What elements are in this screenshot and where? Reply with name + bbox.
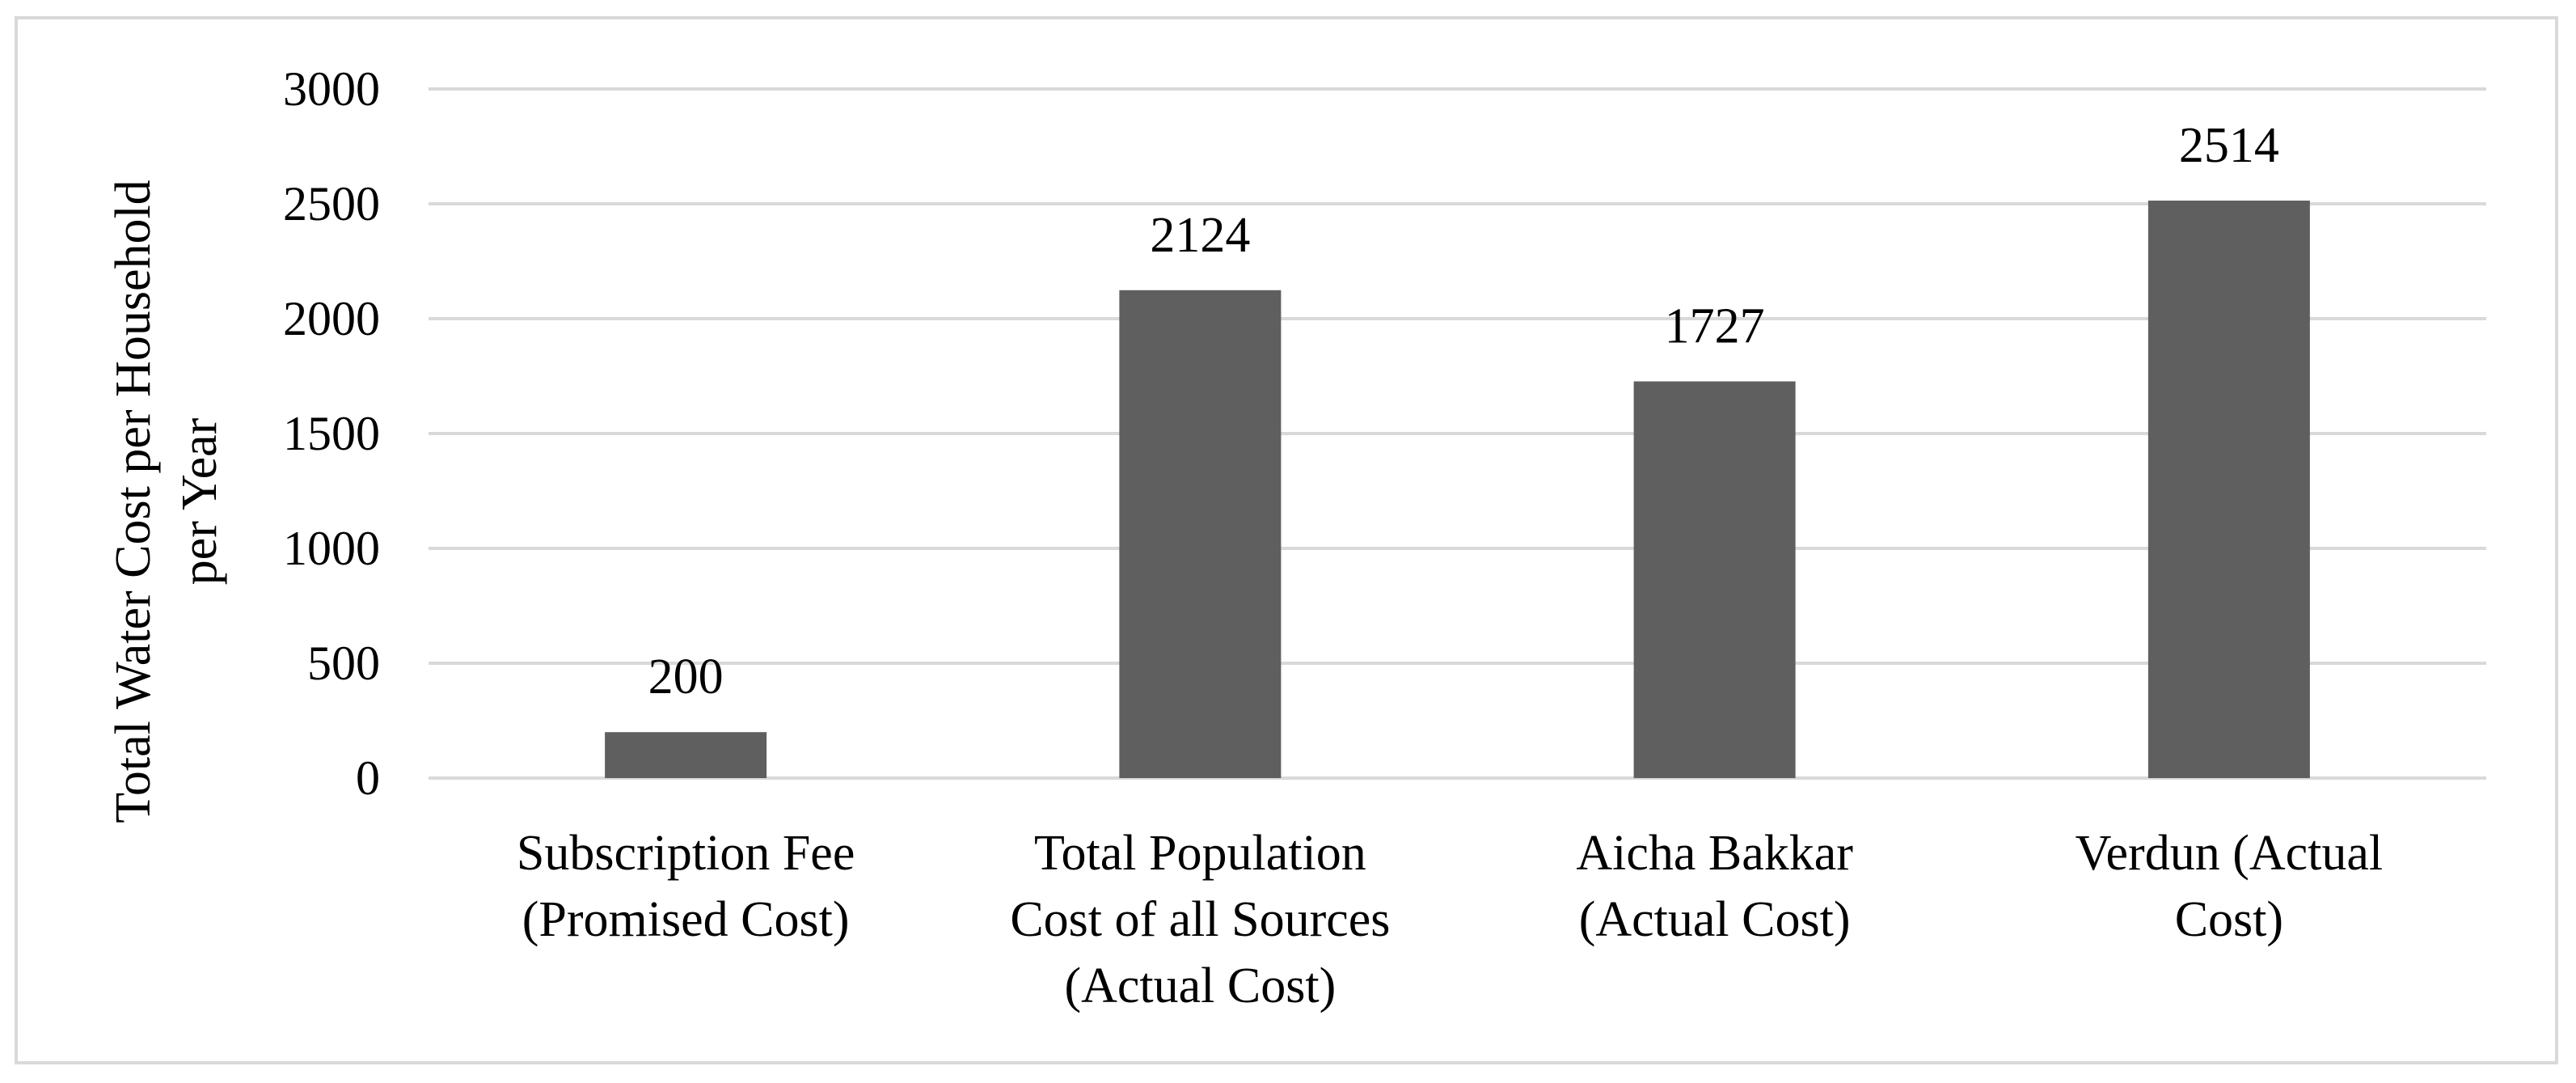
- gridlines: [429, 87, 2486, 780]
- y-tick-label: 2500: [283, 177, 380, 231]
- x-category-label: Total Population: [1034, 826, 1366, 881]
- x-category-label: Verdun (Actual: [2076, 826, 2383, 881]
- bars: [605, 201, 2310, 779]
- x-category-label: Cost of all Sources: [1010, 892, 1390, 947]
- x-category-label: Aicha Bakkar: [1576, 826, 1853, 881]
- bar: [1119, 290, 1282, 778]
- y-axis-ticks: 0 500 1000 1500 2000 2500 3000: [283, 62, 380, 805]
- bar: [1633, 381, 1796, 778]
- bar: [2147, 201, 2310, 779]
- x-category-label: Cost): [2175, 892, 2283, 947]
- data-label: 2514: [2179, 118, 2279, 173]
- data-labels: 200 2124 1727 2514: [648, 118, 2279, 704]
- x-axis-categories: Subscription Fee (Promised Cost) Total Pop…: [517, 826, 2383, 1013]
- y-tick-label: 2000: [283, 292, 380, 345]
- y-tick-label: 500: [307, 637, 380, 690]
- y-axis-title: Total Water Cost per Household per Year: [106, 180, 227, 823]
- y-axis-title-line: per Year: [172, 417, 227, 585]
- x-category-label: (Actual Cost): [1064, 958, 1336, 1013]
- data-label: 1727: [1665, 299, 1765, 354]
- y-tick-label: 0: [356, 751, 380, 805]
- y-axis-title-line: Total Water Cost per Household: [106, 180, 161, 823]
- x-category-label: Subscription Fee: [517, 826, 855, 881]
- x-category-label: (Promised Cost): [522, 892, 850, 947]
- bar: [605, 732, 767, 778]
- y-tick-label: 3000: [283, 62, 380, 116]
- chart-frame: [15, 16, 2558, 1064]
- data-label: 2124: [1150, 208, 1250, 263]
- y-tick-label: 1000: [283, 522, 380, 575]
- data-label: 200: [648, 649, 724, 704]
- y-tick-label: 1500: [283, 407, 380, 460]
- x-category-label: (Actual Cost): [1579, 892, 1851, 947]
